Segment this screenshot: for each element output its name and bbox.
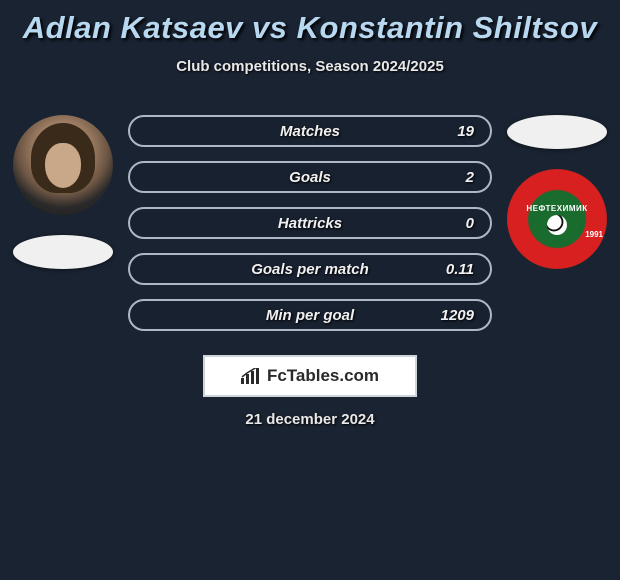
stat-right-value: 2 (444, 169, 474, 186)
player-left-column (8, 105, 118, 269)
comparison-body: Matches 19 Goals 2 Hattricks 0 Goals per… (0, 105, 620, 331)
stat-label: Goals per match (251, 261, 369, 278)
brand-watermark: FcTables.com (203, 355, 417, 397)
stat-right-value: 0.11 (444, 261, 474, 278)
stat-label: Min per goal (266, 307, 354, 324)
stat-label: Hattricks (278, 215, 342, 232)
stat-label: Matches (280, 123, 340, 140)
player-right-flag (507, 115, 607, 149)
page-title: Adlan Katsaev vs Konstantin Shiltsov (0, 10, 620, 46)
player-left-flag (13, 235, 113, 269)
date-label: 21 december 2024 (0, 411, 620, 428)
player-left-avatar (13, 115, 113, 215)
soccer-ball-icon (547, 215, 567, 235)
stat-label: Goals (289, 169, 331, 186)
subtitle: Club competitions, Season 2024/2025 (0, 58, 620, 75)
club-badge-inner: НЕФТЕХИМИК (517, 179, 597, 259)
player-right-club-badge: НЕФТЕХИМИК 1991 (507, 169, 607, 269)
bar-chart-icon (241, 368, 261, 384)
stats-list: Matches 19 Goals 2 Hattricks 0 Goals per… (118, 105, 502, 331)
stat-row-hattricks: Hattricks 0 (128, 207, 492, 239)
club-badge-text: НЕФТЕХИМИК (526, 204, 587, 213)
stat-row-min-per-goal: Min per goal 1209 (128, 299, 492, 331)
stat-right-value: 1209 (441, 307, 474, 324)
stat-right-value: 0 (444, 215, 474, 232)
comparison-card: Adlan Katsaev vs Konstantin Shiltsov Clu… (0, 0, 620, 428)
brand-text: FcTables.com (267, 366, 379, 386)
player-right-column: НЕФТЕХИМИК 1991 (502, 105, 612, 269)
club-badge-year: 1991 (585, 230, 603, 239)
stat-row-matches: Matches 19 (128, 115, 492, 147)
stat-right-value: 19 (444, 123, 474, 140)
stat-row-goals-per-match: Goals per match 0.11 (128, 253, 492, 285)
stat-row-goals: Goals 2 (128, 161, 492, 193)
